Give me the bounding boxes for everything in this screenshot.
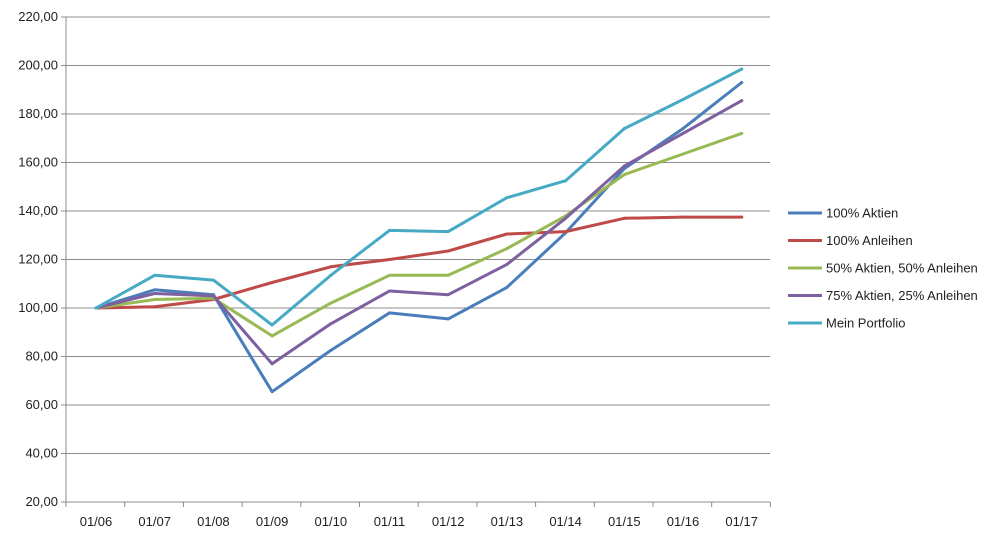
legend-label: 75% Aktien, 25% Anleihen (826, 288, 978, 303)
data-point (211, 294, 215, 298)
legend-item: 100% Aktien (788, 206, 898, 221)
data-point (388, 228, 391, 232)
data-point (505, 285, 509, 289)
data-point (740, 67, 744, 71)
data-point (388, 258, 391, 261)
y-tick-label: 40,00 (25, 446, 58, 461)
data-point (622, 127, 626, 131)
series-line-2 (94, 215, 744, 310)
data-point (622, 216, 626, 220)
y-tick-label: 160,00 (18, 155, 58, 170)
data-point (153, 288, 157, 292)
data-point (681, 127, 685, 131)
legend-item: 50% Aktien, 50% Anleihen (788, 261, 978, 276)
y-tick-label: 120,00 (18, 252, 58, 267)
data-point (681, 152, 685, 156)
data-point (622, 164, 626, 168)
x-tick-label: 01/06 (80, 514, 113, 529)
x-tick-label: 01/07 (138, 514, 171, 529)
data-point (564, 179, 568, 183)
data-point (329, 273, 333, 277)
data-point (622, 173, 626, 177)
x-tick-label: 01/17 (725, 514, 758, 529)
data-point (329, 348, 333, 352)
data-point (505, 196, 509, 200)
x-tick-label: 01/09 (256, 514, 289, 529)
data-point (446, 273, 450, 277)
data-point (740, 215, 744, 219)
data-point (446, 317, 450, 321)
x-tick-label: 01/10 (315, 514, 348, 529)
data-point (505, 247, 509, 251)
x-tick-label: 01/15 (608, 514, 641, 529)
legend-label: 50% Aktien, 50% Anleihen (826, 261, 978, 276)
legend-label: 100% Anleihen (826, 233, 913, 248)
x-tick-label: 01/12 (432, 514, 465, 529)
legend-label: 100% Aktien (826, 206, 898, 221)
axis-layer: 20,00 40,00 60,00 80,00 100,00 120,00 140,00 16… (18, 9, 771, 529)
series-line-3 (94, 131, 744, 338)
data-point (329, 265, 333, 269)
series-line-4 (94, 99, 744, 366)
data-point (740, 80, 744, 84)
grid-layer (66, 16, 770, 503)
y-tick-label: 200,00 (18, 58, 58, 73)
series-line-5 (94, 67, 744, 327)
y-tick-label: 100,00 (18, 300, 58, 315)
data-point (388, 273, 391, 277)
y-tick-label: 220,00 (18, 9, 58, 24)
data-point (681, 97, 685, 101)
data-point (329, 301, 333, 305)
data-point (270, 362, 274, 366)
y-tick-label: 60,00 (25, 397, 58, 412)
data-point (270, 390, 274, 394)
y-tick-label: 180,00 (18, 106, 58, 121)
y-tick-label: 80,00 (25, 349, 58, 364)
y-tick-label: 20,00 (25, 494, 58, 509)
data-point (505, 232, 509, 236)
y-tick-label: 140,00 (18, 203, 58, 218)
data-point (153, 298, 157, 302)
data-point (153, 305, 157, 309)
data-point (681, 215, 685, 219)
x-tick-label: 01/11 (374, 514, 406, 529)
data-point (270, 281, 274, 285)
x-tick-label: 01/13 (491, 514, 524, 529)
data-point (388, 311, 391, 315)
series-line-1 (94, 81, 744, 394)
data-point (153, 273, 157, 277)
legend: 100% Aktien 100% Anleihen 50% Aktien, 50% … (788, 206, 978, 331)
data-point (505, 262, 509, 266)
legend-label: Mein Portfolio (826, 316, 905, 331)
x-tick-label: 01/08 (197, 514, 230, 529)
x-tick-label: 01/14 (549, 514, 582, 529)
data-point (446, 249, 450, 253)
legend-item: 100% Anleihen (788, 233, 913, 248)
data-point (446, 230, 450, 234)
legend-item: 75% Aktien, 25% Anleihen (788, 288, 978, 303)
data-point (740, 131, 744, 135)
data-point (740, 99, 744, 103)
x-tick-label: 01/16 (667, 514, 700, 529)
data-point (94, 306, 98, 310)
data-point (270, 334, 274, 338)
data-point (564, 230, 568, 234)
data-point (681, 131, 685, 135)
data-point (564, 216, 568, 220)
data-point (153, 291, 157, 295)
data-point (388, 289, 391, 293)
data-point (211, 278, 215, 282)
data-point (270, 323, 274, 327)
legend-item: Mein Portfolio (788, 316, 905, 331)
data-point (446, 293, 450, 297)
series-layer (94, 67, 744, 394)
data-point (329, 322, 333, 326)
